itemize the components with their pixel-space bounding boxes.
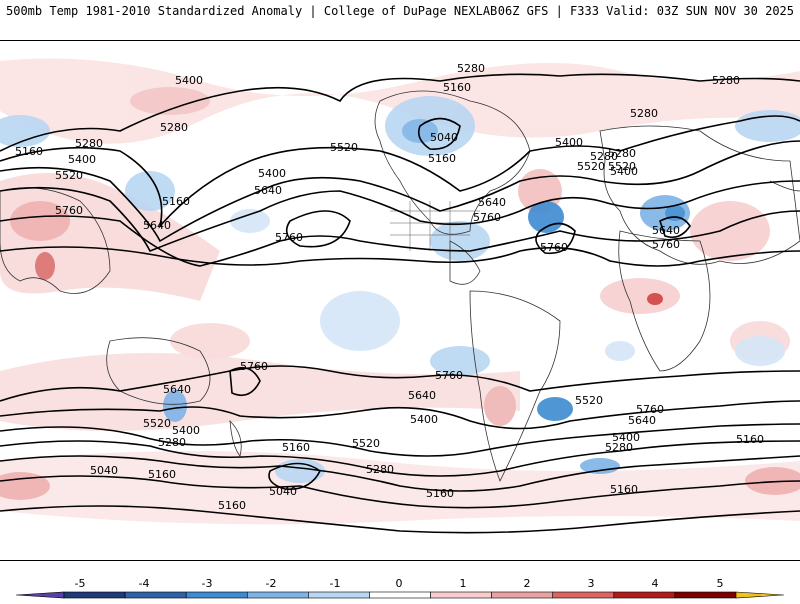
colorbar-svg: -5 -4 -3 -2 -1 0 1 2 3 4 5 [15,577,785,599]
contour-label: 5760 [240,360,268,373]
colorbar-swatches [15,591,785,599]
colorbar-swatch [246,591,309,599]
colorbar-tick: 1 [460,577,467,590]
contour-label: 5280 [75,137,103,150]
contour-label: 5640 [143,219,171,232]
contour-label: 5520 [55,169,83,182]
contour-label: 5640 [163,383,191,396]
contour-label: 5160 [282,441,310,454]
contour-label: 5520 [575,394,603,407]
colorbar-tick: 3 [588,577,595,590]
contour-label: 5280 [712,74,740,87]
colorbar-tick: -1 [330,577,341,590]
contour-label: 5640 [478,196,506,209]
colorbar-swatch [613,591,676,599]
contour-label: 5280 [590,150,618,163]
colorbar-tick: -3 [202,577,213,590]
contour-label: 5400 [68,153,96,166]
contour-label: 5520 [330,141,358,154]
contour-label: 5280 [605,441,633,454]
colorbar-tick: 5 [717,577,724,590]
contour-label: 5160 [15,145,43,158]
model-valid-time: 06Z GFS | F333 Valid: 03Z SUN NOV 30 202… [497,4,794,18]
colorbar-swatch [308,591,370,599]
contour-label: 5760 [55,204,83,217]
contour-label: 5760 [435,369,463,382]
contour-label: 5400 [555,136,583,149]
contour-label: 5400 [175,74,203,87]
chart-title: 500mb Temp 1981-2010 Standardized Anomal… [6,4,498,18]
contour-label: 5040 [90,464,118,477]
contour-label: 5160 [736,433,764,446]
colorbar-swatch [63,591,126,599]
contour-label: 5280 [457,62,485,75]
colorbar-tick-labels: -5 -4 -3 -2 -1 0 1 2 3 4 5 [75,577,724,590]
contour-label: 5280 [608,147,636,160]
contour-label: 5040 [430,131,458,144]
contour-label: 5040 [269,485,297,498]
colorbar-swatch [185,591,248,599]
contour-labels: 5400 5280 5160 5280 5400 5520 5760 5160 … [15,62,764,512]
colorbar-tick: -4 [139,577,150,590]
contour-label: 5520 [352,437,380,450]
coastlines [0,90,800,482]
contour-label: 5640 [652,224,680,237]
colorbar: -5 -4 -3 -2 -1 0 1 2 3 4 5 [0,575,800,600]
contour-label: 5280 [366,463,394,476]
colorbar-swatch [674,591,737,599]
contour-label: 5640 [254,184,282,197]
contour-label: 5160 [443,81,471,94]
contour-label: 5400 [612,431,640,444]
colorbar-extend-high [735,591,785,599]
contour-label: 5520 [608,160,636,173]
contour-label: 5640 [408,389,436,402]
colorbar-tick: -2 [266,577,277,590]
contour-label: 5280 [160,121,188,134]
contour-label: 5160 [428,152,456,165]
contour-label: 5160 [148,468,176,481]
height-contours [0,73,800,534]
colorbar-swatch [491,591,554,599]
contour-label: 5160 [610,483,638,496]
colorbar-tick: 2 [524,577,531,590]
contour-label: 5760 [636,403,664,416]
contour-label: 5160 [218,499,246,512]
contour-label: 5520 [577,160,605,173]
contour-label: 5760 [275,231,303,244]
colorbar-swatch [430,591,492,599]
contour-label: 5520 [143,417,171,430]
contour-label: 5400 [610,165,638,178]
contour-label: 5760 [540,241,568,254]
contour-label: 5400 [410,413,438,426]
contour-label: 5280 [630,107,658,120]
contour-label: 5400 [258,167,286,180]
anomaly-map: 5400 5280 5160 5280 5400 5520 5760 5160 … [0,58,800,534]
contour-label: 5760 [652,238,680,251]
map-panel: 5400 5280 5160 5280 5400 5520 5760 5160 … [0,40,800,561]
colorbar-tick: -5 [75,577,86,590]
contour-label: 5160 [426,487,454,500]
contour-label: 5160 [162,195,190,208]
colorbar-tick: 0 [396,577,403,590]
warm-anomaly-shading [0,58,800,525]
colorbar-swatch [369,591,431,599]
colorbar-extend-low [15,591,65,599]
colorbar-swatch [552,591,615,599]
colorbar-swatch [124,591,187,599]
contour-label: 5760 [473,211,501,224]
contour-label: 5280 [158,436,186,449]
contour-label: 5640 [628,414,656,427]
colorbar-tick: 4 [652,577,659,590]
contour-label: 5400 [172,424,200,437]
